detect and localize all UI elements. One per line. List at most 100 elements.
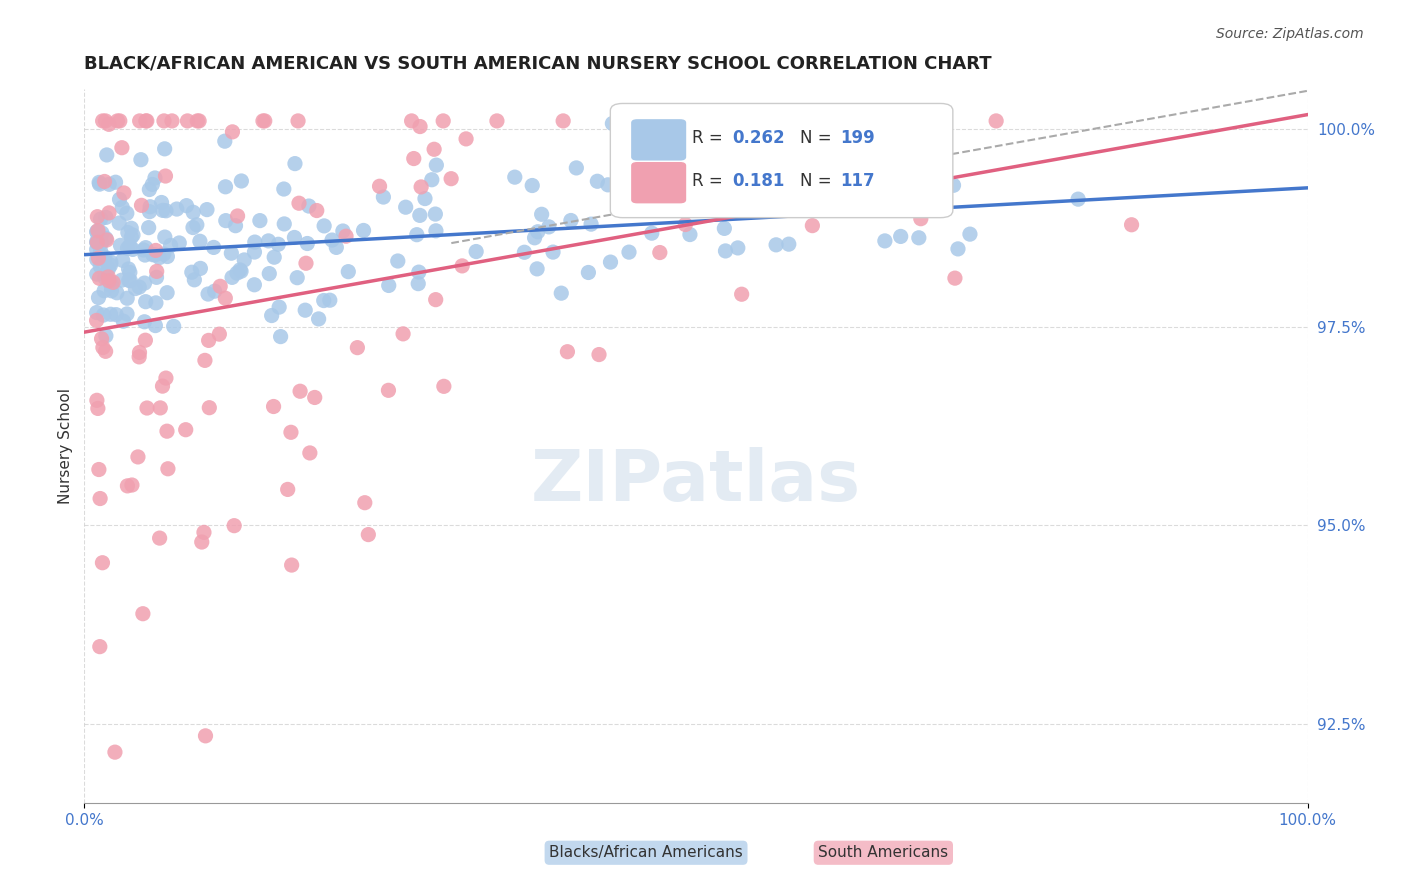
- Point: [89, 640, 111, 654]
- Point: [801, 219, 824, 233]
- Point: [284, 156, 307, 170]
- Point: [117, 226, 139, 240]
- Point: [111, 141, 134, 155]
- Point: [90, 212, 112, 227]
- Point: [420, 172, 443, 186]
- Point: [176, 114, 198, 128]
- Point: [93, 252, 115, 267]
- Point: [153, 230, 176, 244]
- Point: [226, 209, 249, 223]
- Point: [425, 207, 447, 221]
- Point: [588, 347, 610, 361]
- Point: [527, 225, 550, 239]
- Point: [118, 273, 141, 287]
- Point: [353, 496, 375, 510]
- Text: 0.181: 0.181: [733, 171, 785, 189]
- Point: [89, 491, 111, 506]
- Point: [105, 308, 128, 322]
- Point: [697, 200, 720, 214]
- Point: [86, 313, 108, 327]
- Point: [984, 114, 1007, 128]
- Point: [97, 117, 120, 131]
- Point: [202, 240, 225, 254]
- Point: [120, 274, 142, 288]
- Text: N =: N =: [800, 171, 837, 189]
- Point: [197, 287, 219, 301]
- Point: [142, 248, 165, 262]
- Point: [817, 196, 839, 211]
- Point: [86, 243, 108, 257]
- Point: [273, 217, 295, 231]
- Point: [94, 231, 117, 245]
- Point: [298, 446, 321, 460]
- Point: [602, 116, 624, 130]
- Point: [337, 265, 360, 279]
- Point: [402, 152, 425, 166]
- Point: [159, 238, 181, 252]
- Point: [294, 303, 316, 318]
- FancyBboxPatch shape: [631, 120, 686, 161]
- Point: [145, 270, 167, 285]
- Point: [149, 531, 172, 545]
- Point: [465, 244, 488, 259]
- Point: [214, 134, 236, 148]
- Point: [648, 245, 671, 260]
- Point: [90, 226, 112, 240]
- Point: [96, 148, 118, 162]
- Point: [115, 291, 138, 305]
- Point: [406, 277, 429, 291]
- Point: [408, 265, 430, 279]
- Point: [191, 535, 214, 549]
- Point: [214, 291, 236, 305]
- Point: [198, 401, 221, 415]
- Point: [89, 260, 111, 274]
- Point: [679, 227, 702, 242]
- Point: [277, 483, 299, 497]
- Point: [145, 244, 167, 258]
- Point: [87, 401, 110, 416]
- Point: [156, 462, 179, 476]
- Point: [194, 729, 217, 743]
- Point: [267, 237, 290, 252]
- Point: [86, 252, 108, 267]
- Point: [373, 190, 395, 204]
- Text: 0.262: 0.262: [733, 128, 786, 146]
- Point: [97, 269, 120, 284]
- Point: [94, 250, 117, 264]
- Point: [117, 241, 139, 255]
- Point: [526, 261, 548, 276]
- Text: R =: R =: [692, 171, 728, 189]
- Point: [335, 229, 357, 244]
- Point: [229, 264, 252, 278]
- Point: [263, 400, 285, 414]
- Point: [152, 203, 174, 218]
- Point: [138, 182, 160, 196]
- Point: [153, 114, 176, 128]
- Point: [553, 114, 575, 128]
- Point: [135, 241, 157, 255]
- Point: [127, 450, 149, 464]
- Point: [713, 186, 735, 200]
- Point: [243, 235, 266, 249]
- Point: [1121, 218, 1143, 232]
- Point: [86, 225, 108, 239]
- Y-axis label: Nursery School: Nursery School: [58, 388, 73, 504]
- Point: [100, 284, 122, 298]
- Point: [96, 268, 118, 282]
- Point: [160, 114, 183, 128]
- Point: [942, 178, 965, 193]
- Point: [138, 220, 160, 235]
- Text: 117: 117: [841, 171, 875, 189]
- Point: [550, 286, 572, 301]
- Point: [304, 391, 326, 405]
- Point: [541, 245, 564, 260]
- Point: [596, 178, 619, 192]
- Point: [152, 247, 174, 261]
- Point: [943, 271, 966, 285]
- Point: [221, 125, 243, 139]
- Point: [252, 114, 274, 128]
- Point: [325, 240, 347, 254]
- Point: [87, 251, 110, 265]
- Point: [312, 293, 335, 308]
- Point: [599, 255, 621, 269]
